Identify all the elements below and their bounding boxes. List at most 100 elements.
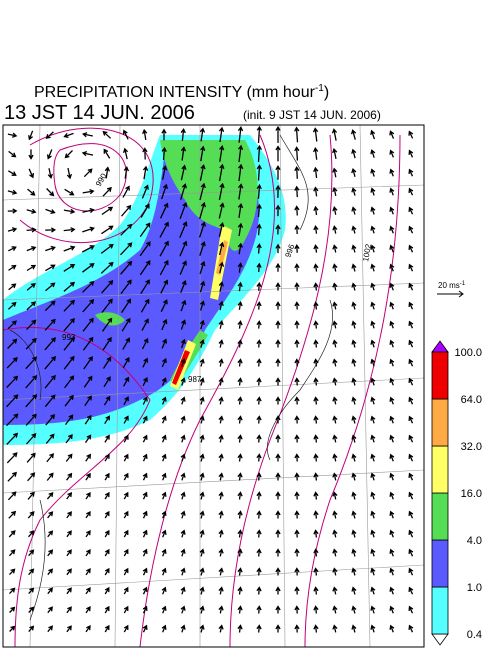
wind-arrow: [294, 339, 300, 348]
wind-arrow: [294, 510, 300, 519]
wind-arrow: [370, 263, 376, 272]
wind-arrow: [313, 396, 319, 405]
wind-arrow: [46, 453, 55, 463]
wind-arrow: [199, 319, 205, 330]
wind-arrow: [7, 301, 17, 310]
wind-arrow: [123, 586, 129, 595]
wind-arrow: [237, 434, 243, 443]
wind-arrow: [161, 472, 167, 481]
wind-arrow: [237, 529, 243, 538]
wind-arrow: [81, 132, 93, 138]
wind-arrow: [179, 221, 188, 238]
wind-arrow: [6, 375, 19, 388]
wind-arrow: [256, 510, 262, 519]
wind-arrow: [142, 165, 149, 180]
wind-arrow: [120, 223, 133, 236]
wind-arrow: [199, 510, 205, 519]
wind-arrow: [7, 132, 18, 138]
wind-arrow: [28, 530, 35, 538]
wind-arrow: [370, 453, 376, 462]
wind-arrow: [218, 396, 224, 405]
valid-time: 13 JST 14 JUN. 2006: [4, 102, 195, 124]
wind-arrow: [332, 358, 338, 367]
wind-arrow: [218, 300, 224, 311]
wind-arrow: [120, 279, 132, 294]
wind-arrow: [389, 605, 395, 614]
wind-scale-label: 20 ms-1: [438, 281, 466, 290]
wind-arrow: [161, 586, 167, 595]
wind-arrow: [370, 187, 376, 196]
wind-arrow: [351, 148, 357, 159]
wind-arrow: [100, 243, 114, 254]
wind-arrow: [64, 150, 73, 159]
wind-arrow: [7, 491, 17, 501]
wind-arrow: [294, 301, 300, 310]
wind-arrow: [218, 221, 225, 237]
wind-arrow: [82, 226, 95, 233]
wind-arrow: [6, 394, 19, 408]
wind-arrow: [180, 280, 187, 294]
wind-arrow: [66, 549, 72, 557]
wind-arrow: [237, 262, 243, 273]
wind-arrow: [389, 301, 395, 310]
wind-arrow: [332, 491, 338, 500]
wind-arrow: [408, 301, 414, 310]
wind-arrow: [199, 280, 206, 293]
wind-arrow: [256, 415, 262, 424]
wind-arrow: [275, 434, 281, 443]
wind-arrow: [180, 434, 186, 443]
wind-arrow: [179, 240, 188, 257]
coastline: [9, 134, 334, 621]
wind-arrow: [180, 183, 187, 200]
wind-arrow: [351, 377, 357, 386]
wind-arrow: [389, 187, 395, 196]
wind-arrow: [66, 568, 72, 576]
wind-arrow: [104, 491, 110, 500]
wind-arrow: [85, 472, 91, 481]
colorbar-label: 32.0: [461, 441, 482, 453]
title-text: PRECIPITATION INTENSITY (mm hour: [34, 84, 316, 101]
wind-arrow: [218, 319, 224, 329]
wind-arrow: [142, 491, 148, 500]
wind-arrow: [7, 170, 17, 176]
wind-arrow: [141, 184, 149, 199]
wind-arrow: [256, 472, 262, 481]
wind-arrow: [275, 586, 281, 595]
wind-arrow: [351, 567, 357, 576]
wind-arrow: [370, 491, 376, 500]
wind-arrow: [237, 339, 243, 348]
wind-arrow: [82, 207, 95, 214]
wind-arrow: [142, 453, 148, 462]
wind-arrow: [162, 165, 168, 180]
wind-arrow: [161, 396, 167, 405]
wind-arrow: [294, 165, 300, 179]
wind-arrow: [82, 188, 95, 195]
wind-arrow: [294, 415, 300, 424]
wind-arrow: [218, 281, 224, 292]
wind-arrow: [85, 625, 91, 633]
wind-arrow: [85, 587, 91, 595]
wind-arrow: [313, 567, 319, 576]
wind-arrow: [63, 355, 75, 370]
wind-arrow: [85, 549, 91, 557]
wind-arrow: [45, 264, 56, 272]
wind-arrow: [370, 358, 376, 367]
wind-arrow: [351, 187, 357, 196]
wind-arrow: [47, 168, 53, 180]
wind-arrow: [161, 548, 167, 557]
wind-arrow: [179, 260, 187, 275]
wind-arrow: [313, 320, 319, 329]
wind-arrow: [142, 376, 148, 387]
wind-arrow: [313, 434, 319, 443]
wind-arrow: [237, 358, 243, 367]
wind-arrow: [9, 606, 16, 613]
wind-arrow: [275, 262, 281, 272]
wind-arrow: [389, 168, 395, 177]
wind-arrow: [256, 320, 262, 329]
wind-arrow: [46, 491, 54, 500]
wind-arrow: [331, 128, 338, 141]
wind-arrow: [351, 453, 357, 462]
wind-arrow: [65, 434, 73, 444]
wind-arrow: [101, 206, 114, 216]
